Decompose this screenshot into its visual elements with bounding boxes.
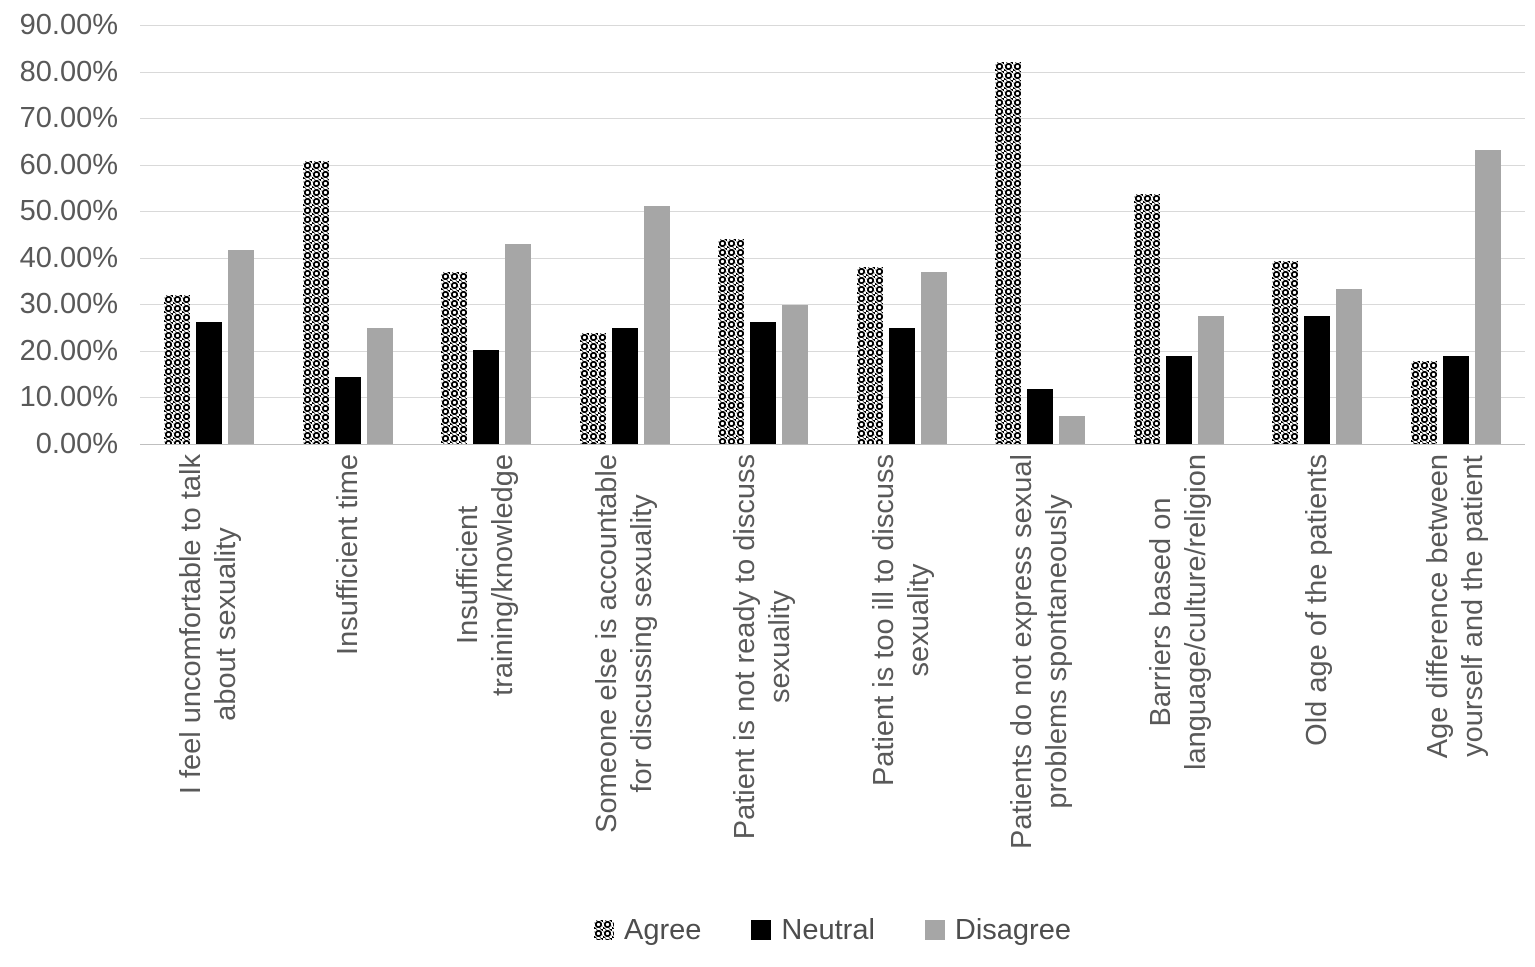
gridline	[140, 257, 1525, 259]
neutral-bar	[750, 322, 777, 444]
x-category-label: Barriers based on language/culture/relig…	[1135, 454, 1223, 894]
agree-bar	[856, 266, 883, 444]
disagree-bar	[1336, 288, 1363, 444]
x-category-label: Patient is too ill to discuss sexuality	[858, 454, 946, 894]
agree-legend-marker-icon	[594, 920, 615, 940]
neutral-bar	[888, 327, 915, 444]
bar-group	[140, 25, 279, 444]
bar-group	[1387, 25, 1526, 444]
x-category-label: Someone else is accountable for discussi…	[581, 454, 669, 894]
bar-group	[279, 25, 418, 444]
agree-bar	[164, 294, 191, 444]
neutral-bar	[611, 327, 638, 444]
disagree-bar	[1059, 416, 1086, 444]
x-category-label: Insufficient training/knowledge	[442, 454, 530, 894]
gridline	[140, 350, 1525, 352]
x-category-label-text: Patient is too ill to discuss sexuality	[867, 454, 935, 787]
agree-bar	[1133, 194, 1160, 444]
y-tick-label: 30.00%	[19, 288, 118, 321]
gridline	[140, 304, 1525, 306]
disagree-bar	[1474, 150, 1501, 444]
neutral-bar	[196, 322, 223, 444]
x-category-label-text: Age difference between yourself and the …	[1421, 454, 1489, 759]
bar-group	[1110, 25, 1249, 444]
legend-label: Agree	[624, 914, 702, 946]
legend-item-disagree: Disagree	[924, 912, 1071, 948]
x-category-label-text: Insufficient training/knowledge	[452, 454, 520, 696]
disagree-bar	[505, 244, 532, 444]
legend-item-neutral: Neutral	[751, 912, 875, 948]
agree-bar	[1410, 360, 1437, 444]
y-tick-label: 40.00%	[19, 241, 118, 274]
x-category-label: Patient is not ready to discuss sexualit…	[719, 454, 807, 894]
disagree-bar	[228, 249, 255, 444]
disagree-bar	[782, 305, 809, 444]
neutral-bar	[1027, 388, 1054, 444]
legend: Agree Neutral Disagree	[140, 912, 1525, 948]
x-category-label: Patients do not express sexual problems …	[996, 454, 1084, 894]
x-category-label-text: Patients do not express sexual problems …	[1006, 454, 1074, 849]
y-tick-label: 0.00%	[35, 428, 118, 460]
neutral-bar	[1165, 355, 1192, 444]
disagree-bar	[920, 272, 947, 444]
agree-bar	[579, 333, 606, 444]
x-category-label: I feel uncomfortable to talk about sexua…	[165, 454, 253, 894]
y-tick-label: 70.00%	[19, 102, 118, 135]
agree-bar	[302, 161, 329, 444]
x-category-label-text: Patient is not ready to discuss sexualit…	[729, 454, 797, 840]
neutral-bar	[1304, 316, 1331, 444]
gridline	[140, 164, 1525, 166]
bar-group	[833, 25, 972, 444]
bar-group	[556, 25, 695, 444]
y-tick-label: 80.00%	[19, 55, 118, 88]
x-category-label-text: Insufficient time	[331, 454, 364, 655]
y-tick-label: 50.00%	[19, 195, 118, 228]
legend-item-agree: Agree	[594, 912, 701, 948]
agree-bar	[441, 272, 468, 444]
gridline	[140, 25, 1525, 26]
gridline	[140, 397, 1525, 399]
x-category-label-text: I feel uncomfortable to talk about sexua…	[175, 454, 243, 795]
neutral-legend-marker-icon	[751, 920, 772, 940]
gridline	[140, 118, 1525, 120]
plot-area	[140, 25, 1525, 445]
x-category-label-text: Old age of the patients	[1300, 454, 1333, 746]
bar-group	[694, 25, 833, 444]
neutral-bar	[473, 349, 500, 444]
agree-bar	[1272, 261, 1299, 444]
agree-bar	[995, 61, 1022, 444]
disagree-bar	[643, 205, 670, 444]
y-tick-label: 10.00%	[19, 381, 118, 414]
gridline	[140, 211, 1525, 213]
x-category-label: Age difference between yourself and the …	[1412, 454, 1500, 894]
agree-bar	[718, 239, 745, 444]
x-category-label: Old age of the patients	[1273, 454, 1361, 894]
y-tick-label: 60.00%	[19, 148, 118, 181]
x-category-label: Insufficient time	[304, 454, 392, 894]
bar-group	[417, 25, 556, 444]
legend-label: Neutral	[781, 914, 875, 946]
legend-label: Disagree	[954, 914, 1071, 946]
neutral-bar	[1442, 355, 1469, 444]
disagree-bar	[366, 327, 393, 444]
y-tick-label: 20.00%	[19, 334, 118, 367]
bar-group	[1248, 25, 1387, 444]
x-category-label-text: Someone else is accountable for discussi…	[590, 454, 658, 833]
disagree-legend-marker-icon	[924, 920, 945, 940]
gridline	[140, 71, 1525, 73]
disagree-bar	[1197, 316, 1224, 444]
x-category-label-text: Barriers based on language/culture/relig…	[1144, 454, 1212, 770]
neutral-bar	[334, 377, 361, 444]
y-tick-label: 90.00%	[19, 9, 118, 41]
bar-group	[971, 25, 1110, 444]
